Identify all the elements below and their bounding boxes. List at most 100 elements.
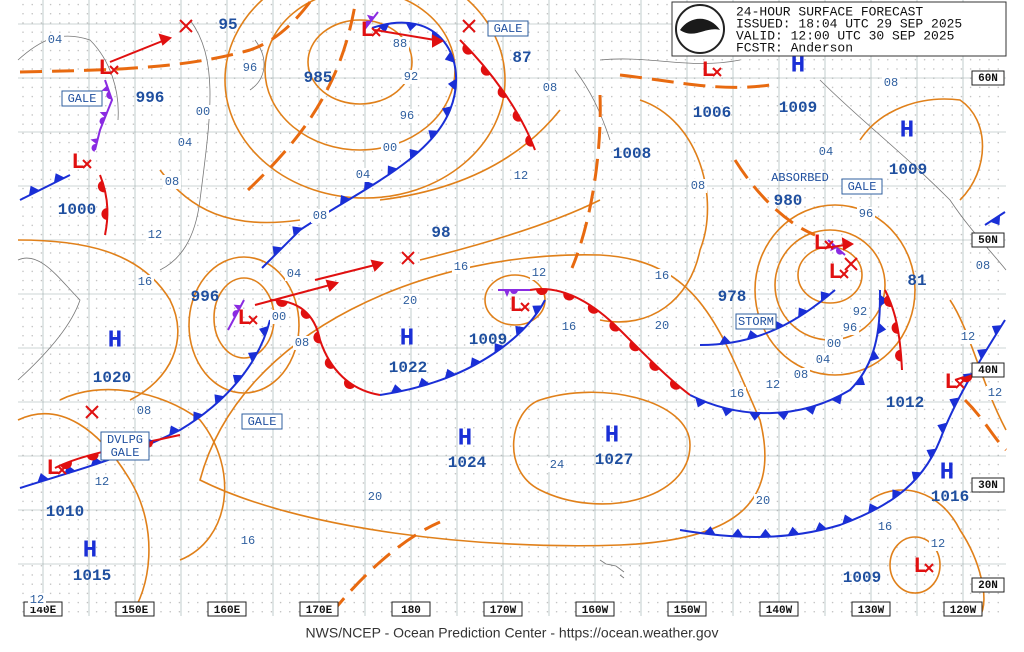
front-symbol [854,375,865,386]
front-symbol [339,195,351,205]
contour-label-bg [959,330,977,344]
warm-semicircle [895,349,902,362]
warm-semicircle [60,460,72,470]
center-pressure: 1015 [73,567,111,585]
contour-label: 16 [241,534,255,548]
cold-triangle [409,148,420,159]
front-symbol [703,526,716,535]
axis-label-box [207,601,247,617]
axis-label-box [483,601,523,617]
cold-triangle [28,185,40,196]
front-symbol [649,360,660,371]
axis-label-box [971,232,1005,248]
cold-triangle [53,173,65,184]
header-line: ISSUED: 18:04 UTC 29 SEP 2025 [736,16,962,31]
contour-label: 92 [853,305,867,319]
front-symbol [842,514,854,525]
cold-triangle [990,215,1001,226]
fronts [19,11,1006,538]
cold-triangle [248,351,258,363]
center-pressure: 1009 [889,161,927,179]
front-symbol [879,294,888,307]
front-symbol [292,226,303,237]
low-symbol: L [46,456,59,481]
contour-label-bg [882,76,900,90]
cold-triangle [444,51,455,63]
front-symbol [937,422,948,434]
cold-triangle [892,489,903,500]
front-symbol [787,526,800,536]
low-symbol: L [701,58,714,83]
contour-label: 20 [756,494,770,508]
front-symbol [587,304,599,314]
pressure-value: 1008 [613,145,651,163]
warm-semicircle [883,295,893,307]
low-x [839,269,849,279]
warm-semicircle [101,208,108,221]
front-symbol [101,208,108,221]
contour-label-bg [135,404,153,418]
center-pressure: 1027 [595,451,633,469]
contour-label-bg [974,259,992,273]
cold-triangle [877,322,887,335]
high-symbol: H [605,422,619,449]
front-symbol [746,330,759,340]
center-pressure: 1010 [46,503,84,521]
pressure-value: 81 [907,272,926,290]
header-line: FCSTR: Anderson [736,40,853,55]
warm-semicircle [497,87,508,99]
front-symbol [883,295,893,307]
front-symbol [977,348,988,360]
front-symbol [877,322,887,335]
occluded-symbol [504,290,518,297]
contour-label: 04 [287,267,301,281]
contour-label: 00 [196,105,210,119]
front-symbol [494,343,505,354]
cold-triangle [272,246,283,257]
cold-triangle [470,357,481,368]
contour-label: 04 [178,136,192,150]
contour-label: 08 [137,404,151,418]
front-symbol [798,307,809,318]
cold-triangle [428,130,439,140]
front-symbol [28,185,40,196]
center-pressure: 1012 [886,394,924,412]
contour-label-bg [512,169,530,183]
front-symbol [731,528,744,537]
front-symbol [815,522,827,532]
warm-semicircle [512,110,522,122]
contour-label-bg [986,386,1004,400]
longitude-label: 180 [401,605,421,617]
low-x [712,67,722,77]
contour-label: 16 [878,520,892,534]
front-symbol [831,394,843,405]
warning-label: STORM [738,315,774,329]
contour-label: 16 [138,275,152,289]
low-symbol: L [828,260,841,285]
front-symbol [405,22,418,32]
longitude-label: 170W [490,605,517,617]
warm-semicircle [609,321,620,332]
front-symbol [719,335,732,345]
warm-semicircle [649,360,660,371]
contour-label-bg [653,319,671,333]
axis-label-box [759,601,799,617]
contour-label: 12 [30,593,44,607]
center-pressure: 1009 [843,569,881,587]
latitude-label: 40N [978,365,998,377]
front-symbol [324,357,335,369]
contour-label-bg [194,105,212,119]
cold-triangle [937,422,948,434]
cold-triangle [746,330,759,340]
contour-label: 92 [404,70,418,84]
contour-label-bg [146,228,164,242]
tracks [85,19,858,419]
cold-triangle [820,291,831,302]
cold-triangle [731,528,744,537]
warm-semicircle [525,135,534,147]
contour-label-bg [176,136,194,150]
cold-triangle [441,106,452,118]
front-symbol [441,106,452,118]
header-box: 24-HOUR SURFACE FORECAST ISSUED: 18:04 U… [671,1,1007,57]
